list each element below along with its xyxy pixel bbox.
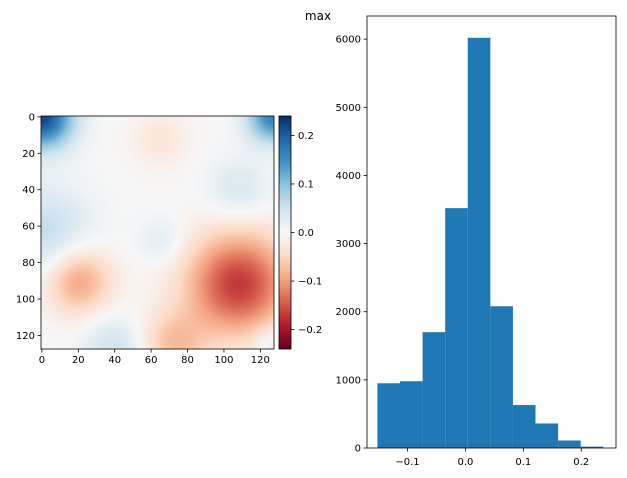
heatmap-y-tick-label: 60 — [22, 222, 35, 233]
histogram-y-tick-label: 0 — [355, 444, 361, 455]
histogram-bar — [512, 405, 536, 448]
histogram-x-tick-label: −0.1 — [395, 457, 419, 468]
histogram-panel: −0.1 0.0 0.1 0.2 0 1000 2000 3000 4000 5000 6000 — [336, 15, 617, 468]
heatmap-x-tick-label: 80 — [181, 355, 194, 366]
heatmap-frame — [40, 115, 275, 350]
heatmap-y-tick-label: 80 — [22, 258, 35, 269]
histogram-bar — [580, 446, 604, 448]
colorbar-panel: 0.2 0.1 0.0 −0.1 −0.2 — [278, 115, 322, 350]
heatmap-image — [41, 116, 274, 349]
heatmap-y-tick-label: 20 — [22, 149, 35, 160]
figure-title: max — [305, 9, 331, 23]
heatmap-x-tick-label: 100 — [214, 355, 233, 366]
histogram-bar — [400, 381, 423, 448]
heatmap-x-tick-label: 60 — [145, 355, 158, 366]
colorbar-tick-label: 0.1 — [298, 179, 314, 190]
heatmap-y-tick-label: 40 — [22, 185, 35, 196]
colorbar-tick-label: 0.0 — [298, 228, 314, 239]
colorbar — [278, 115, 292, 350]
histogram-bar — [422, 332, 446, 448]
histogram-x-tick-label: 0.1 — [515, 457, 531, 468]
heatmap-x-tick-label: 120 — [251, 355, 270, 366]
histogram-bar — [490, 306, 513, 448]
histogram-bar — [467, 37, 491, 449]
histogram-y-tick-label: 1000 — [336, 375, 361, 386]
histogram-frame — [366, 15, 617, 449]
histogram-x-tick-label: 0.0 — [457, 457, 473, 468]
histogram-bar — [445, 208, 468, 448]
heatmap-x-tick-label: 20 — [72, 355, 85, 366]
histogram-y-tick-label: 5000 — [336, 103, 361, 114]
heatmap-x-tick-label: 40 — [108, 355, 121, 366]
heatmap-x-tick-label: 0 — [39, 355, 45, 366]
heatmap-y-tick-label: 100 — [16, 294, 35, 305]
colorbar-tick-label: −0.2 — [298, 325, 322, 336]
histogram-y-tick-label: 4000 — [336, 171, 361, 182]
heatmap-y-tick-label: 0 — [29, 112, 35, 123]
histogram-y-tick-label: 2000 — [336, 307, 361, 318]
histogram-x-tick-label: 0.2 — [573, 457, 589, 468]
histogram-bar — [377, 383, 401, 448]
heatmap-panel: 0 20 40 60 80 100 120 0 20 40 60 80 100 120 — [16, 112, 275, 366]
heatmap-y-tick-label: 120 — [16, 331, 35, 342]
histogram-bar — [558, 440, 581, 448]
histogram-y-tick-label: 6000 — [336, 35, 361, 46]
histogram-y-tick-label: 3000 — [336, 239, 361, 250]
colorbar-tick-label: −0.1 — [298, 277, 322, 288]
histogram-bar — [535, 423, 559, 448]
colorbar-tick-label: 0.2 — [298, 131, 314, 142]
